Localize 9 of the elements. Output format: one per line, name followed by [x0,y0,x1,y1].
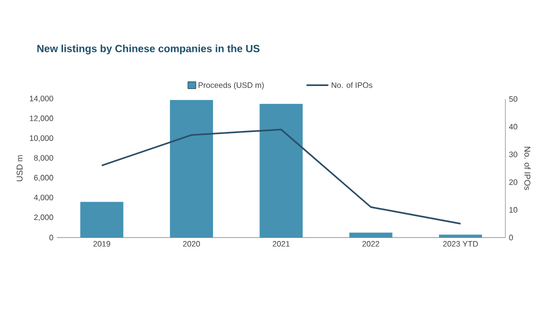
bar [80,202,124,238]
bar [170,100,213,238]
line-series [101,128,462,225]
y-axis-title: USD m [16,156,23,182]
bar [349,232,392,238]
bar [439,234,482,238]
bar [260,104,303,238]
y2-axis-title: No. of IPOs [524,147,531,190]
chart-title: New listings by Chinese companies in the US [37,44,260,55]
